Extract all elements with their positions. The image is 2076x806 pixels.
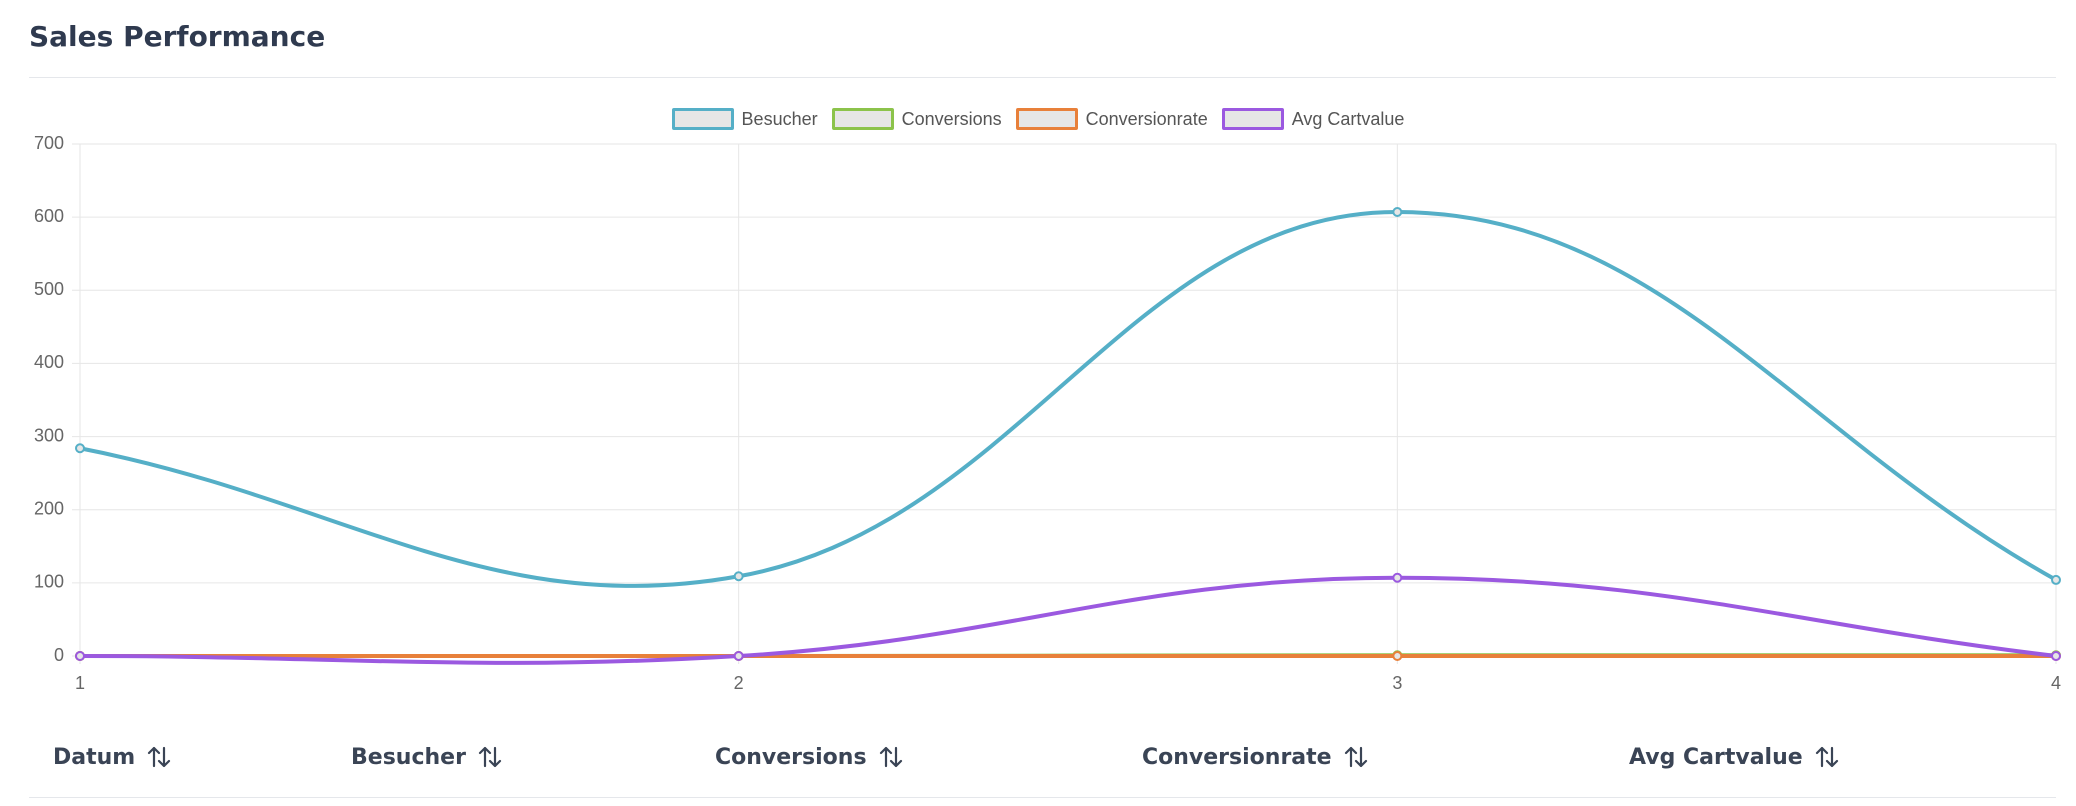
sort-icon[interactable] xyxy=(1815,744,1839,770)
sort-arrows xyxy=(879,746,902,768)
column-title: Besucher xyxy=(351,744,466,770)
sort-icon[interactable] xyxy=(1344,744,1368,770)
legend-item[interactable]: Conversionrate xyxy=(1015,108,1208,130)
legend-label: Conversions xyxy=(901,108,1002,129)
table-divider xyxy=(29,797,2056,798)
column-title: Conversionrate xyxy=(1142,744,1332,770)
y-tick-label: 300 xyxy=(34,425,64,445)
sort-arrows xyxy=(148,746,171,768)
column-header[interactable]: Conversions xyxy=(715,744,903,770)
sort-arrows xyxy=(478,746,502,768)
data-point xyxy=(75,651,85,661)
column-header[interactable]: Datum xyxy=(53,744,171,770)
y-tick-label: 100 xyxy=(34,572,64,592)
data-point xyxy=(75,443,85,454)
data-point xyxy=(733,571,744,582)
legend-swatch xyxy=(671,108,734,130)
column-header[interactable]: Besucher xyxy=(351,744,502,770)
sort-arrows xyxy=(1815,746,1838,768)
legend: Besucher Conversions Conversionrate Avg Car… xyxy=(0,108,2076,130)
column-header[interactable]: Conversionrate xyxy=(1142,744,1368,770)
sort-icon[interactable] xyxy=(147,744,171,770)
x-tick-label: 1 xyxy=(75,673,85,693)
column-title: Avg Cartvalue xyxy=(1629,744,1803,770)
legend-swatch xyxy=(1015,108,1078,130)
data-point xyxy=(2051,651,2061,661)
legend-item[interactable]: Besucher xyxy=(671,108,818,130)
data-point xyxy=(2051,574,2061,585)
sort-icon[interactable] xyxy=(879,744,903,770)
legend-label: Avg Cartvalue xyxy=(1291,108,1405,129)
y-tick-label: 0 xyxy=(54,645,64,665)
legend-label: Besucher xyxy=(741,108,818,129)
data-point xyxy=(1392,651,1403,661)
data-point xyxy=(1392,572,1403,583)
sort-arrows xyxy=(1344,746,1367,768)
card-title: Sales Performance xyxy=(29,20,326,53)
column-title: Datum xyxy=(53,744,136,770)
y-tick-label: 700 xyxy=(34,133,64,153)
y-tick-label: 200 xyxy=(34,498,64,518)
data-point xyxy=(1392,207,1403,218)
y-tick-label: 500 xyxy=(34,279,64,299)
x-tick-label: 2 xyxy=(734,673,744,693)
legend-swatch xyxy=(1221,108,1284,130)
column-title: Conversions xyxy=(715,744,867,770)
series-line xyxy=(79,575,2057,665)
legend-item[interactable]: Avg Cartvalue xyxy=(1221,108,1405,130)
chart: 0 100 200 300 400 500 600 700 1 2 3 4 xyxy=(34,133,2061,693)
y-tick-label: 600 xyxy=(34,206,64,226)
legend-label: Conversionrate xyxy=(1085,108,1208,129)
separator xyxy=(29,77,2056,78)
legend-item[interactable]: Conversions xyxy=(831,108,1002,130)
column-header[interactable]: Avg Cartvalue xyxy=(1629,744,1839,770)
legend-swatch xyxy=(831,108,894,130)
sort-icon[interactable] xyxy=(478,744,502,770)
x-tick-label: 3 xyxy=(1392,673,1402,693)
series-line xyxy=(79,210,2057,588)
data-point xyxy=(733,651,744,661)
y-tick-label: 400 xyxy=(34,352,64,372)
x-tick-label: 4 xyxy=(2051,673,2061,693)
